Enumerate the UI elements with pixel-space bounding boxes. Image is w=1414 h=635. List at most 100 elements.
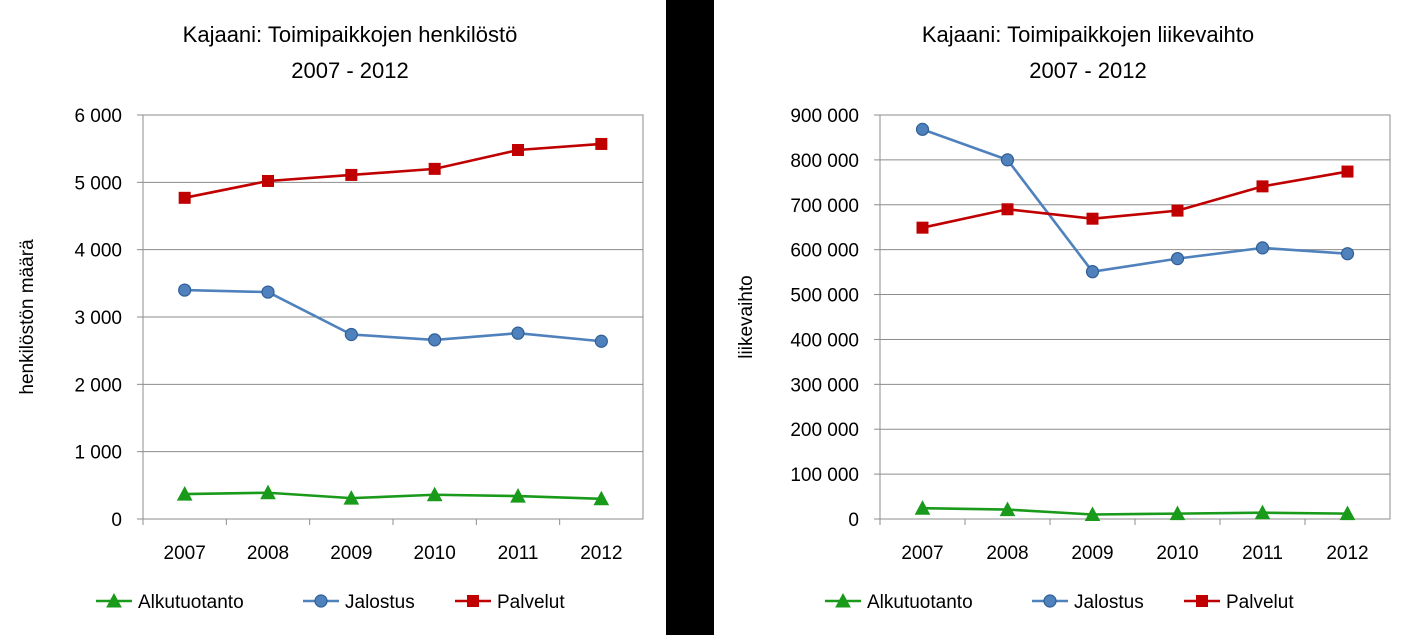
data-point [1339,505,1356,521]
y-tick-label: 3 000 [74,308,122,329]
data-point [260,484,276,500]
data-point [1171,204,1184,217]
y-tick-label: 5 000 [74,173,122,194]
series-line [922,506,1348,516]
x-tick-label: 2012 [1326,543,1368,564]
chart-subtitle: 2007 - 2012 [1029,58,1146,83]
data-point [916,221,929,234]
data-point [178,191,191,204]
legend-marker [835,592,851,608]
y-tick-label: 200 000 [790,420,859,441]
x-tick-label: 2011 [1242,543,1283,564]
y-tick-label: 600 000 [790,241,859,262]
data-point [344,327,358,342]
data-point [1086,212,1099,225]
x-tick-label: 2012 [580,543,622,564]
series-line [922,170,1348,229]
series-jalostus [915,122,1355,279]
series-jalostus [178,283,608,348]
chart-henkilosto: Kajaani: Toimipaikkojen henkilöstö 2007 -… [17,22,644,613]
x-tick-label: 2008 [986,543,1028,564]
data-point [914,500,931,515]
series-palvelut [916,165,1354,234]
y-tick-label: 700 000 [790,196,859,217]
series-line [184,288,602,343]
legend-label: Palvelut [497,592,565,613]
x-tick-label: 2011 [498,543,539,564]
chart-title: Kajaani: Toimipaikkojen henkilöstö [183,22,518,47]
y-tick-label: 500 000 [790,286,859,307]
data-point [1255,241,1270,255]
data-point [1084,506,1101,522]
data-point [511,326,525,340]
data-point [1000,153,1015,167]
legend-label: Palvelut [1226,592,1294,613]
series-line [184,142,602,200]
legend-item-jalostus: Jalostus [303,592,415,613]
chart-panel-henkilosto: Kajaani: Toimipaikkojen henkilöstö 2007 -… [0,0,666,635]
y-tick-label: 100 000 [790,465,859,486]
data-point [178,283,192,297]
panel-divider [666,0,714,635]
x-tick-label: 2007 [901,543,943,564]
legend-marker [467,595,479,607]
data-point [343,490,360,505]
y-tick-label: 900 000 [790,106,859,127]
y-tick-label: 800 000 [790,151,859,172]
plot-area [879,114,1391,520]
legend-item-jalostus: Jalostus [1032,592,1144,613]
y-tick-label: 6 000 [74,106,122,127]
y-tick-label: 0 [111,510,122,531]
chart-subtitle: 2007 - 2012 [291,58,408,83]
legend-item-palvelut: Palvelut [455,592,565,613]
data-point [1340,247,1355,261]
y-tick-label: 2 000 [74,375,122,396]
y-tick-label: 0 [848,510,859,531]
x-tick-label: 2010 [1156,543,1198,564]
legend-marker [106,592,122,608]
data-point [262,174,274,187]
data-point [426,486,443,502]
x-tick-label: 2007 [164,543,206,564]
y-tick-label: 400 000 [790,330,859,351]
chart-title: Kajaani: Toimipaikkojen liikevaihto [922,22,1254,47]
y-tick-label: 1 000 [74,443,122,464]
legend-label: Jalostus [1074,592,1144,613]
data-point [1085,265,1100,279]
data-point [999,501,1016,517]
data-point [1256,180,1269,193]
legend-marker [1196,595,1208,607]
legend-marker [1043,594,1057,608]
x-tick-label: 2010 [414,543,456,564]
data-point [1341,165,1354,178]
data-point [345,168,358,181]
data-point [593,490,610,506]
legend-label: Alkutuotanto [867,592,973,613]
x-tick-label: 2008 [247,543,289,564]
series-palvelut [178,137,608,204]
legend-item-alkutuotanto: Alkutuotanto [96,592,244,613]
data-point [1254,504,1271,520]
data-point [261,285,275,299]
data-point [1169,505,1186,521]
data-point [595,137,608,150]
series-alkutuotanto [176,484,610,506]
data-point [510,488,526,503]
data-point [915,122,930,136]
legend-item-palvelut: Palvelut [1184,592,1294,613]
y-tick-label: 300 000 [790,375,859,396]
chart-panel-liikevaihto: Kajaani: Toimipaikkojen liikevaihto 2007 … [714,0,1414,635]
data-point [1170,252,1185,266]
y-axis-label: henkilöstön määrä [17,239,38,395]
series-line [922,128,1348,274]
data-point [1001,203,1014,216]
series-line [184,491,602,501]
data-point [176,486,193,501]
y-axis-label: liikevaihto [736,275,757,358]
y-tick-label: 4 000 [74,241,122,262]
x-tick-label: 2009 [330,543,372,564]
legend-item-alkutuotanto: Alkutuotanto [825,592,973,613]
chart-liikevaihto: Kajaani: Toimipaikkojen liikevaihto 2007 … [736,22,1391,613]
data-point [428,333,442,347]
legend-marker [314,594,328,608]
